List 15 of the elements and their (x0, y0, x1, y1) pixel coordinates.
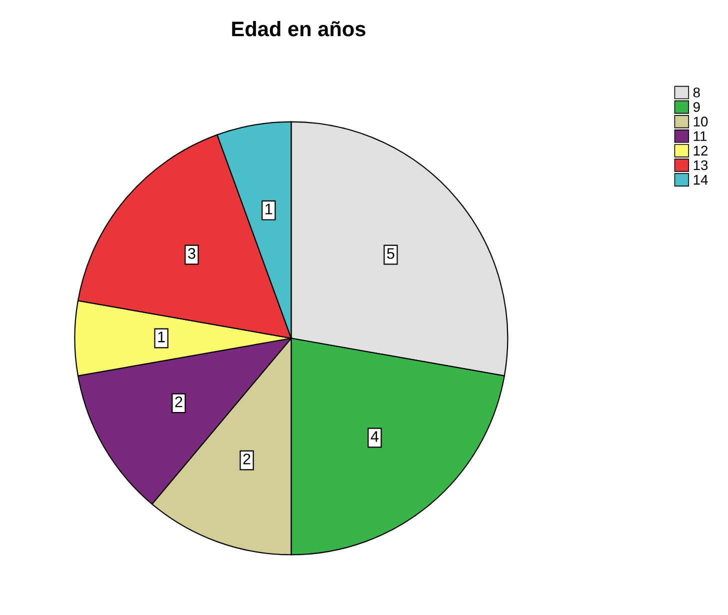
legend-label: 10 (694, 116, 708, 127)
data-label: 4 (370, 431, 378, 442)
legend-label: 8 (693, 88, 700, 98)
data-label: 5 (387, 248, 394, 259)
legend-label: 12 (694, 146, 708, 156)
data-label: 1 (158, 332, 165, 342)
legend-label: 13 (694, 160, 708, 170)
chart-title: Edad en años (232, 21, 366, 36)
data-label: 1 (266, 204, 272, 214)
data-label: 3 (188, 248, 196, 259)
data-label: 2 (175, 396, 182, 408)
data-label: 2 (243, 454, 250, 464)
legend-label: 14 (694, 175, 708, 185)
legend-label: 9 (693, 102, 700, 112)
legend-label: 11 (694, 131, 707, 141)
